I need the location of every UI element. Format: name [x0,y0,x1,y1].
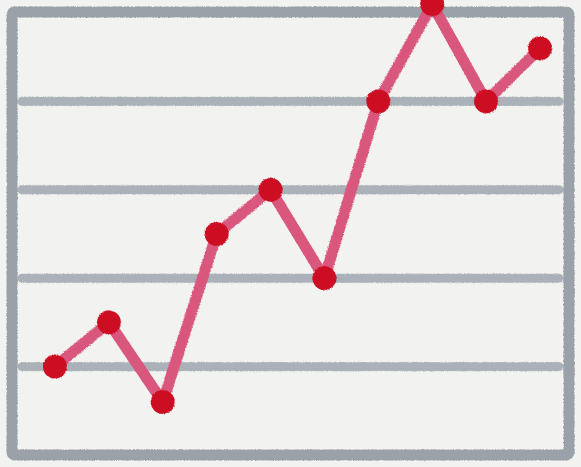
data-point-4 [204,222,229,246]
series-line-1 [49,0,546,408]
data-point-9 [474,89,499,114]
data-point-3 [150,389,175,414]
data-point-10 [528,36,552,61]
data-point-8 [420,0,445,17]
data-point-1 [43,354,67,379]
chart-frame [6,6,575,461]
data-point-7 [366,89,391,114]
gridlines [17,96,564,372]
series-layer [43,0,552,414]
data-point-2 [96,310,121,335]
data-point-5 [258,177,283,202]
data-point-6 [312,266,337,291]
